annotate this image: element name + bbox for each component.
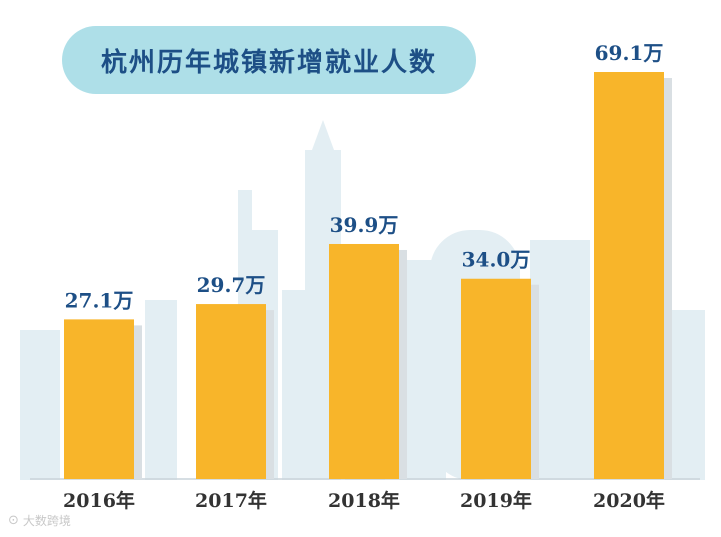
category-label-0: 2016年 (63, 489, 135, 512)
camera-logo-icon: ⊙ (8, 513, 19, 528)
data-label-1: 29.7万 (197, 273, 266, 297)
data-label-3: 34.0万 (462, 248, 531, 272)
bar-shadow (664, 78, 672, 479)
category-label-2: 2018年 (328, 489, 400, 512)
watermark-text: 大数跨境 (22, 514, 71, 528)
bar-2 (329, 243, 399, 479)
bar-shadow (531, 284, 539, 479)
bar-4 (594, 72, 664, 479)
watermark: ⊙ 大数跨境 (8, 512, 71, 529)
building-shape (560, 360, 600, 480)
category-label-3: 2019年 (460, 489, 532, 512)
category-label-1: 2017年 (195, 489, 267, 512)
title-pill: 杭州历年城镇新增就业人数 (62, 26, 476, 94)
data-label-4: 69.1万 (595, 41, 664, 65)
bar-shadow (134, 325, 142, 479)
bar-0 (64, 319, 134, 479)
bar-shadow (266, 310, 274, 479)
category-label-4: 2020年 (593, 489, 665, 512)
bar-3 (461, 278, 531, 479)
building-shape (145, 300, 177, 480)
data-label-0: 27.1万 (65, 288, 134, 312)
data-label-2: 39.9万 (330, 213, 399, 237)
building-shape (312, 120, 334, 150)
building-shape (20, 330, 60, 480)
bar-1 (196, 304, 266, 479)
chart-title: 杭州历年城镇新增就业人数 (100, 47, 437, 78)
bar-shadow (399, 249, 407, 479)
